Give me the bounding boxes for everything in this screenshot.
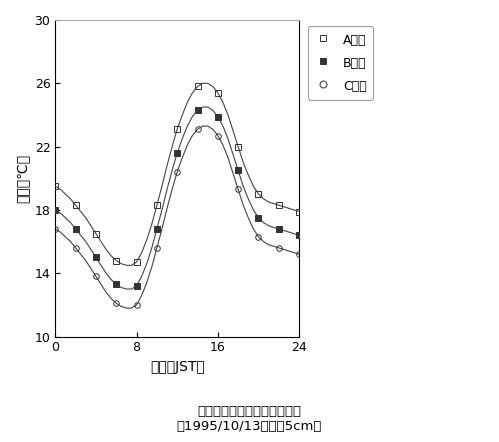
Y-axis label: 地温（℃）: 地温（℃） xyxy=(15,154,29,203)
X-axis label: 時刻（JST）: 時刻（JST） xyxy=(150,360,205,374)
Legend: A地点, B地点, C地点: A地点, B地点, C地点 xyxy=(308,26,373,99)
Text: 図３　晴天日の地温の日変化
（1995/10/13、深さ5cm）: 図３ 晴天日の地温の日変化 （1995/10/13、深さ5cm） xyxy=(177,405,322,433)
